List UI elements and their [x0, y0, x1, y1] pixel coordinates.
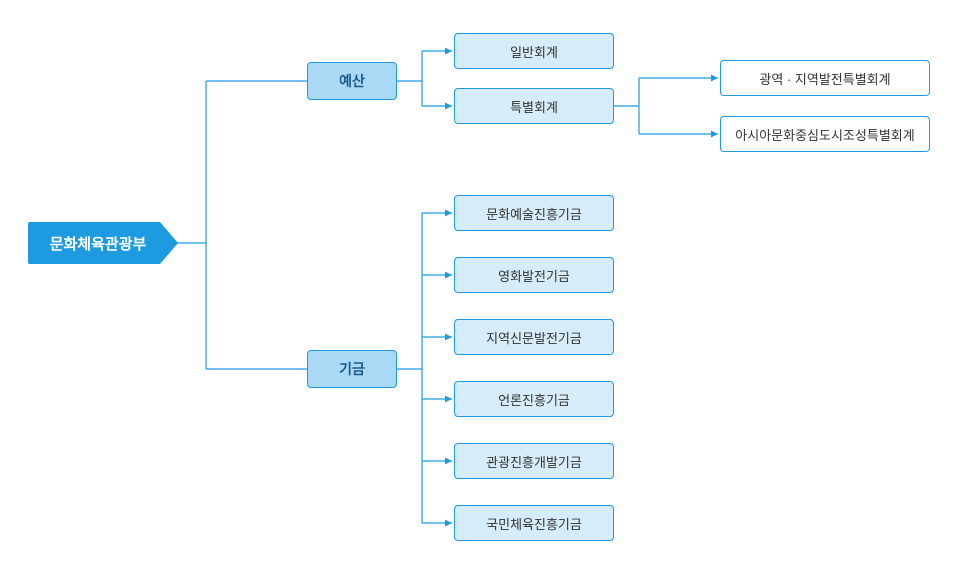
level4-s1: 광역 · 지역발전특별회계: [720, 60, 930, 96]
root-node: 문화체육관광부: [28, 222, 178, 264]
level2-budget: 예산: [307, 62, 397, 100]
level3-general: 일반회계: [454, 33, 614, 69]
level3-f3: 지역신문발전기금: [454, 319, 614, 355]
level2-fund: 기금: [307, 350, 397, 388]
level3-f4: 언론진흥기금: [454, 381, 614, 417]
level3-f1: 문화예술진흥기금: [454, 195, 614, 231]
level3-f5: 관광진흥개발기금: [454, 443, 614, 479]
level3-special: 특별회계: [454, 88, 614, 124]
level3-f6: 국민체육진흥기금: [454, 505, 614, 541]
level3-f2: 영화발전기금: [454, 257, 614, 293]
level4-s2: 아시아문화중심도시조성특별회계: [720, 116, 930, 152]
